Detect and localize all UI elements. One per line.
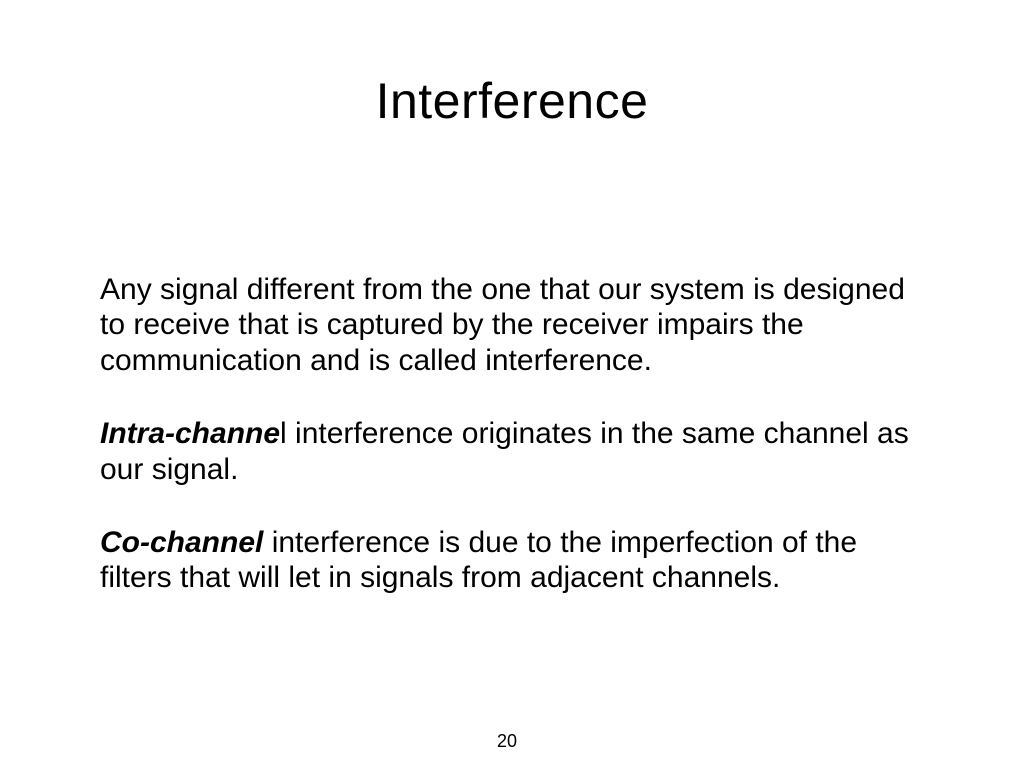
page-number: 20 [497, 731, 517, 752]
term-intra-channel: Intra-channe [100, 417, 280, 450]
paragraph-co-channel: Co-channel interference is due to the im… [100, 525, 930, 596]
paragraph-definition: Any signal different from the one that o… [100, 272, 930, 378]
slide: Interference Any signal different from t… [0, 0, 1024, 768]
slide-body: Any signal different from the one that o… [100, 272, 930, 596]
slide-title: Interference [0, 72, 1024, 130]
term-co-channel: Co-channel [100, 526, 263, 559]
paragraph-intra-channel: Intra-channel interference originates in… [100, 416, 930, 487]
